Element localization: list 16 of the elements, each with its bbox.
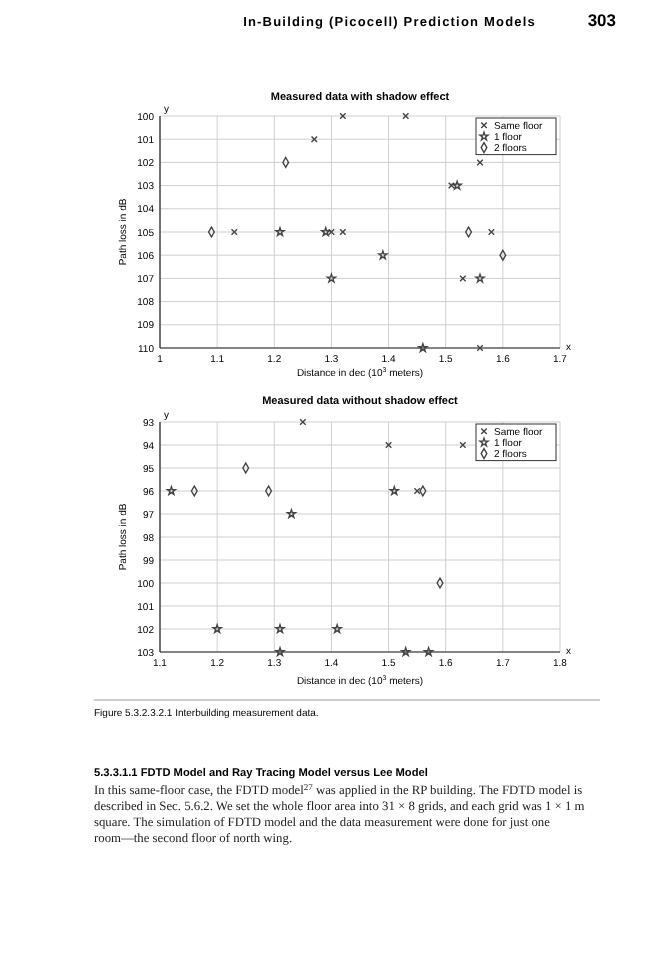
point (230, 228, 238, 236)
point (452, 180, 462, 190)
point (459, 441, 467, 449)
text: 303 (587, 10, 617, 30)
point (326, 273, 337, 283)
point (339, 112, 347, 120)
point (413, 487, 421, 495)
point (310, 135, 318, 143)
point (339, 228, 347, 236)
point (299, 418, 307, 426)
point (476, 158, 484, 166)
point (402, 112, 410, 120)
point (475, 273, 485, 283)
point (487, 228, 495, 236)
point (385, 441, 393, 449)
point (459, 274, 467, 282)
